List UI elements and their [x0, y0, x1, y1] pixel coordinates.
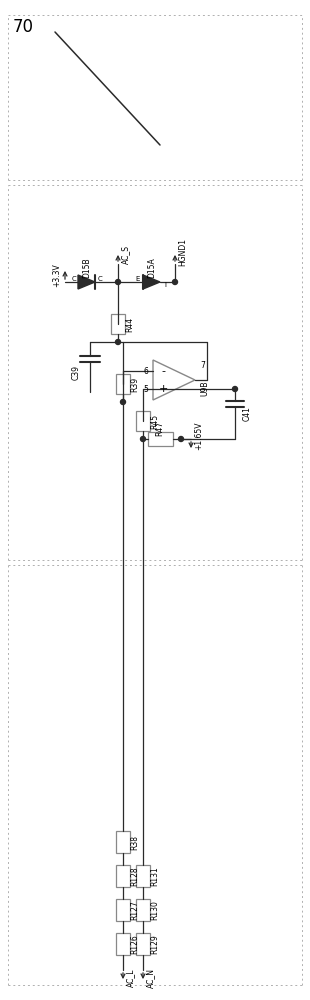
- Bar: [148, 432, 173, 446]
- Text: R39: R39: [131, 376, 140, 392]
- Text: +3.3V: +3.3V: [52, 263, 61, 287]
- Text: AC_L: AC_L: [126, 969, 135, 987]
- Circle shape: [116, 279, 121, 284]
- Text: I: I: [164, 282, 166, 288]
- Text: C: C: [98, 276, 102, 282]
- Circle shape: [140, 436, 145, 442]
- Circle shape: [172, 279, 178, 284]
- Text: R129: R129: [150, 934, 160, 954]
- Text: 7: 7: [200, 361, 205, 370]
- Text: R131: R131: [150, 866, 160, 886]
- Circle shape: [121, 399, 126, 404]
- Text: R45: R45: [150, 413, 160, 429]
- Text: AC_S: AC_S: [122, 244, 131, 263]
- Text: AC_N: AC_N: [147, 968, 156, 988]
- Text: R130: R130: [150, 900, 160, 920]
- Text: R47: R47: [156, 420, 165, 436]
- Bar: [116, 374, 130, 394]
- Circle shape: [116, 340, 121, 344]
- Text: D15B: D15B: [82, 258, 91, 278]
- Text: R128: R128: [131, 866, 140, 886]
- Bar: [136, 865, 150, 887]
- Text: U9B: U9B: [201, 380, 210, 396]
- Text: 6: 6: [143, 366, 148, 375]
- Text: -: -: [161, 366, 165, 376]
- Text: R127: R127: [131, 900, 140, 920]
- Bar: [116, 933, 130, 955]
- Text: D15A: D15A: [148, 258, 157, 278]
- Bar: [116, 831, 130, 853]
- Bar: [136, 899, 150, 921]
- Text: +1.65V: +1.65V: [194, 422, 203, 450]
- Bar: [111, 314, 125, 334]
- Polygon shape: [78, 275, 95, 289]
- Text: C39: C39: [72, 364, 81, 379]
- Text: C: C: [72, 276, 76, 282]
- Bar: [136, 411, 150, 431]
- Text: E: E: [136, 276, 140, 282]
- Bar: [116, 899, 130, 921]
- Circle shape: [232, 386, 237, 391]
- Text: C41: C41: [242, 407, 251, 421]
- Bar: [136, 933, 150, 955]
- Text: 70: 70: [12, 18, 33, 36]
- Text: 5: 5: [143, 384, 148, 393]
- Text: HGND1: HGND1: [179, 238, 188, 266]
- Polygon shape: [153, 360, 195, 400]
- Circle shape: [179, 436, 184, 442]
- Polygon shape: [143, 275, 160, 289]
- Text: R44: R44: [126, 316, 135, 332]
- Bar: [116, 865, 130, 887]
- Text: R126: R126: [131, 934, 140, 954]
- Text: R38: R38: [131, 834, 140, 850]
- Text: +: +: [158, 384, 168, 394]
